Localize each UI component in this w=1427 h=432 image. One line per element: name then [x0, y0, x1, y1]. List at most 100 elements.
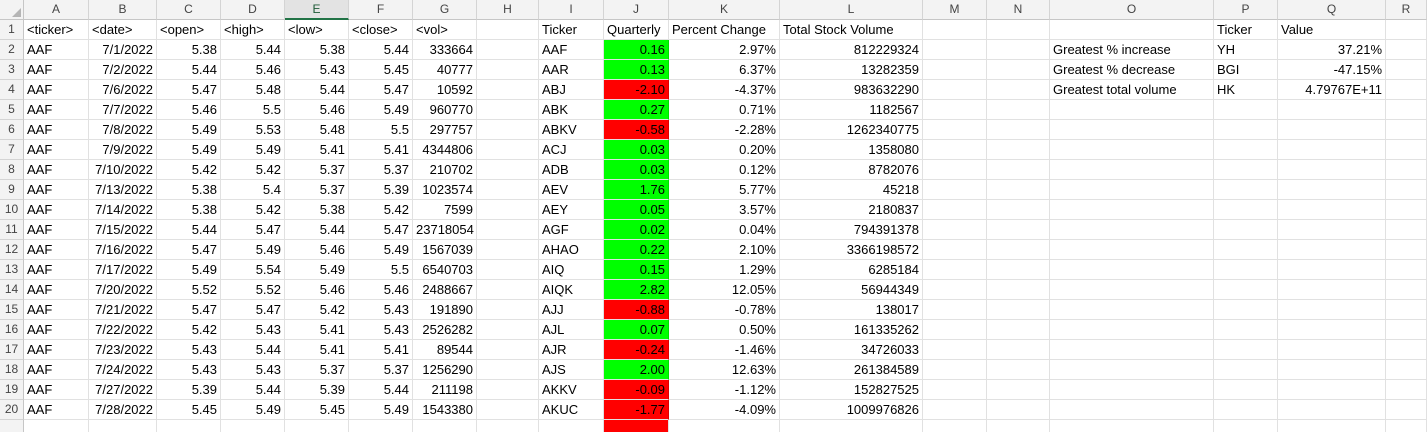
cell-m15[interactable]: [923, 300, 987, 320]
column-header-c[interactable]: C: [157, 0, 221, 20]
cell-d3[interactable]: 5.46: [221, 60, 285, 80]
row-header[interactable]: 14: [0, 280, 24, 300]
cell-b15[interactable]: 7/21/2022: [89, 300, 157, 320]
cell-e15[interactable]: 5.42: [285, 300, 349, 320]
cell-h13[interactable]: [477, 260, 539, 280]
cell-p4[interactable]: HK: [1214, 80, 1278, 100]
cell-e19[interactable]: 5.39: [285, 380, 349, 400]
cell-i9[interactable]: AEV: [539, 180, 604, 200]
column-header-m[interactable]: M: [923, 0, 987, 20]
cell-a3[interactable]: AAF: [24, 60, 89, 80]
cell-a19[interactable]: AAF: [24, 380, 89, 400]
cell-d4[interactable]: 5.48: [221, 80, 285, 100]
cell-k11[interactable]: 0.04%: [669, 220, 780, 240]
cell-n2[interactable]: [987, 40, 1050, 60]
cell-b17[interactable]: 7/23/2022: [89, 340, 157, 360]
cell-c16[interactable]: 5.42: [157, 320, 221, 340]
cell-j11[interactable]: 0.02: [604, 220, 669, 240]
row-header[interactable]: 19: [0, 380, 24, 400]
cell-b13[interactable]: 7/17/2022: [89, 260, 157, 280]
cell-k16[interactable]: 0.50%: [669, 320, 780, 340]
cell-e6[interactable]: 5.48: [285, 120, 349, 140]
cell-q19[interactable]: [1278, 380, 1386, 400]
cell-b10[interactable]: 7/14/2022: [89, 200, 157, 220]
cell-m10[interactable]: [923, 200, 987, 220]
cell-a5[interactable]: AAF: [24, 100, 89, 120]
cell-e1[interactable]: <low>: [285, 20, 349, 40]
cell-d7[interactable]: 5.49: [221, 140, 285, 160]
cell-d13[interactable]: 5.54: [221, 260, 285, 280]
cell-q17[interactable]: [1278, 340, 1386, 360]
cell-l2[interactable]: 812229324: [780, 40, 923, 60]
cell-m20[interactable]: [923, 400, 987, 420]
cell-k6[interactable]: -2.28%: [669, 120, 780, 140]
cell-n17[interactable]: [987, 340, 1050, 360]
row-header[interactable]: 5: [0, 100, 24, 120]
cell-a4[interactable]: AAF: [24, 80, 89, 100]
cell-o20[interactable]: [1050, 400, 1214, 420]
cell-r12[interactable]: [1386, 240, 1427, 260]
cell-o10[interactable]: [1050, 200, 1214, 220]
cell-j19[interactable]: -0.09: [604, 380, 669, 400]
cell-f5[interactable]: 5.49: [349, 100, 413, 120]
cell-r19[interactable]: [1386, 380, 1427, 400]
cell-a2[interactable]: AAF: [24, 40, 89, 60]
row-header[interactable]: 4: [0, 80, 24, 100]
column-header-g[interactable]: G: [413, 0, 477, 20]
cell-o8[interactable]: [1050, 160, 1214, 180]
cell-i4[interactable]: ABJ: [539, 80, 604, 100]
cell-r15[interactable]: [1386, 300, 1427, 320]
column-header-n[interactable]: N: [987, 0, 1050, 20]
cell-i16[interactable]: AJL: [539, 320, 604, 340]
cell-i18[interactable]: AJS: [539, 360, 604, 380]
cell-k4[interactable]: -4.37%: [669, 80, 780, 100]
cell-g18[interactable]: 1256290: [413, 360, 477, 380]
cell-r2[interactable]: [1386, 40, 1427, 60]
cell-j3[interactable]: 0.13: [604, 60, 669, 80]
cell-p3[interactable]: BGI: [1214, 60, 1278, 80]
cell-k3[interactable]: 6.37%: [669, 60, 780, 80]
cell-h6[interactable]: [477, 120, 539, 140]
cell-h4[interactable]: [477, 80, 539, 100]
cell-f11[interactable]: 5.47: [349, 220, 413, 240]
cell-p2[interactable]: YH: [1214, 40, 1278, 60]
cell-a1[interactable]: <ticker>: [24, 20, 89, 40]
cell-g20[interactable]: 1543380: [413, 400, 477, 420]
cell-j17[interactable]: -0.24: [604, 340, 669, 360]
cell-q13[interactable]: [1278, 260, 1386, 280]
cell-r14[interactable]: [1386, 280, 1427, 300]
cell-l6[interactable]: 1262340775: [780, 120, 923, 140]
cell-m9[interactable]: [923, 180, 987, 200]
cell-k20[interactable]: -4.09%: [669, 400, 780, 420]
cell-c1[interactable]: <open>: [157, 20, 221, 40]
cell-e18[interactable]: 5.37: [285, 360, 349, 380]
cell-k7[interactable]: 0.20%: [669, 140, 780, 160]
cell-n14[interactable]: [987, 280, 1050, 300]
column-header-p[interactable]: P: [1214, 0, 1278, 20]
cell-k19[interactable]: -1.12%: [669, 380, 780, 400]
cell-i2[interactable]: AAF: [539, 40, 604, 60]
cell-h8[interactable]: [477, 160, 539, 180]
cell-c19[interactable]: 5.39: [157, 380, 221, 400]
cell-o1[interactable]: [1050, 20, 1214, 40]
cell-n1[interactable]: [987, 20, 1050, 40]
cell-d2[interactable]: 5.44: [221, 40, 285, 60]
cell-d9[interactable]: 5.4: [221, 180, 285, 200]
cell-m21[interactable]: [923, 420, 987, 432]
cell-b19[interactable]: 7/27/2022: [89, 380, 157, 400]
cell-p7[interactable]: [1214, 140, 1278, 160]
cell-o15[interactable]: [1050, 300, 1214, 320]
cell-b1[interactable]: <date>: [89, 20, 157, 40]
cell-n16[interactable]: [987, 320, 1050, 340]
row-header[interactable]: 15: [0, 300, 24, 320]
cell-k21[interactable]: [669, 420, 780, 432]
cell-c3[interactable]: 5.44: [157, 60, 221, 80]
cell-n15[interactable]: [987, 300, 1050, 320]
cell-c20[interactable]: 5.45: [157, 400, 221, 420]
cell-a9[interactable]: AAF: [24, 180, 89, 200]
cell-i13[interactable]: AIQ: [539, 260, 604, 280]
cell-o17[interactable]: [1050, 340, 1214, 360]
cell-e3[interactable]: 5.43: [285, 60, 349, 80]
cell-n7[interactable]: [987, 140, 1050, 160]
cell-a17[interactable]: AAF: [24, 340, 89, 360]
